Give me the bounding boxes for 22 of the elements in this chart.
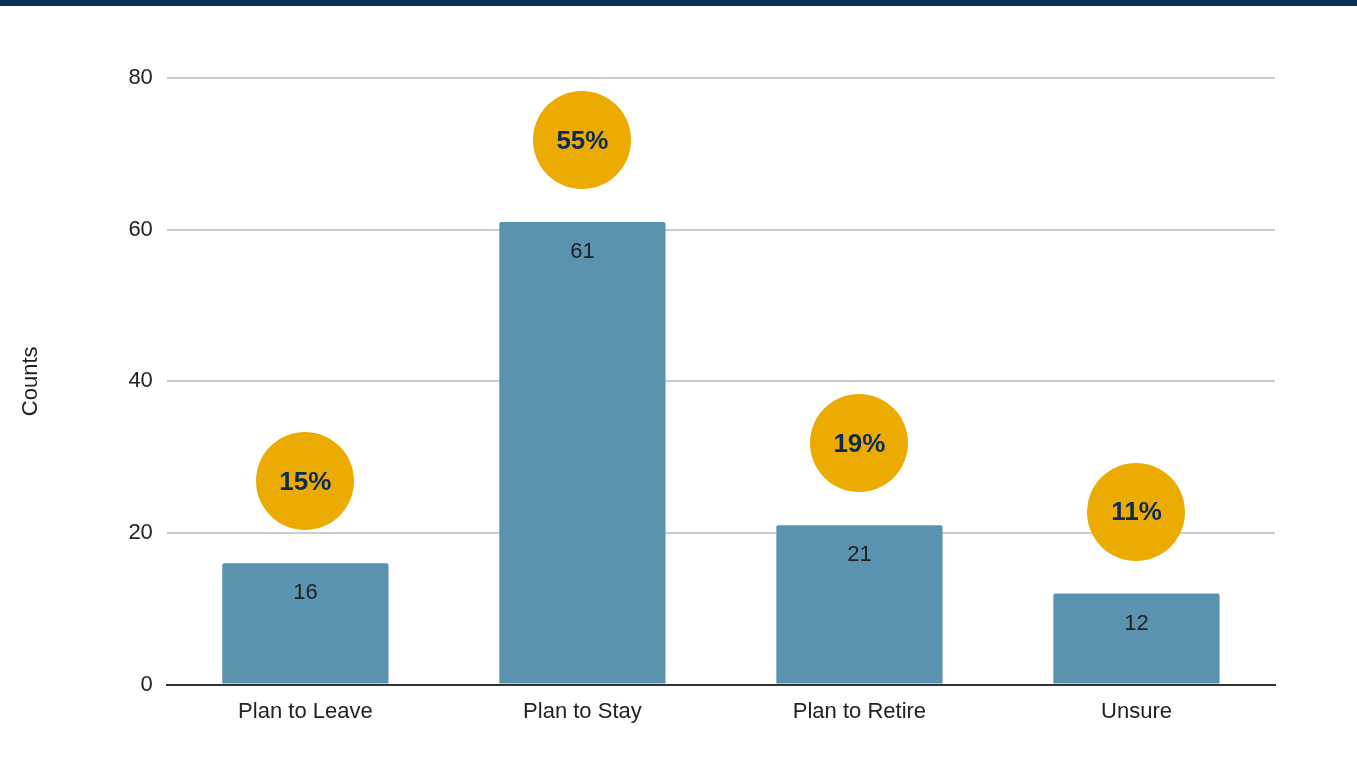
y-tick-label: 60	[128, 215, 153, 241]
bar	[222, 563, 389, 684]
circle-badge: 11%	[1087, 462, 1186, 561]
x-tick-label: Plan to Retire	[792, 697, 927, 723]
circle-badge: 55%	[533, 91, 632, 190]
data-label: 61	[570, 238, 595, 264]
x-tick-label: Unsure	[1101, 697, 1172, 723]
x-tick-label: Plan to Stay	[523, 697, 642, 723]
y-tick-label: 40	[128, 367, 153, 393]
y-tick-label: 20	[128, 519, 153, 545]
y-axis-title: Counts	[17, 346, 43, 417]
bar	[1053, 593, 1220, 684]
y-tick-label: 0	[140, 670, 153, 696]
y-tick-label: 80	[128, 64, 153, 90]
x-tick-label: Plan to Leave	[238, 697, 373, 723]
bar	[776, 525, 943, 684]
data-label: 21	[847, 541, 872, 567]
data-label: 12	[1124, 609, 1149, 635]
circle-badge: 19%	[810, 394, 909, 493]
circle-badge: 15%	[256, 432, 355, 531]
data-label: 16	[293, 579, 318, 605]
bar	[499, 222, 666, 684]
